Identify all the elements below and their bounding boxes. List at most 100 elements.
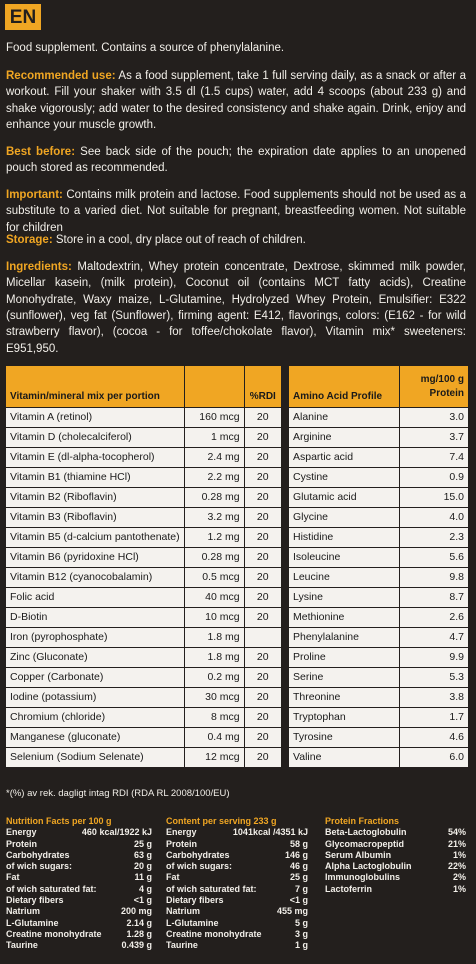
facts-value: 3 g: [294, 928, 308, 939]
amino-value-header: mg/100 g Protein: [399, 365, 469, 408]
vitamin-name: Selenium (Sodium Selenate): [5, 747, 185, 768]
amino-value: 8.7: [399, 587, 469, 608]
table-row: Arginine 3.7: [288, 427, 469, 448]
vitamin-table: Vitamin/mineral mix per portion %RDI Vit…: [5, 365, 283, 768]
facts-value: 1%: [452, 883, 466, 894]
facts-value: 21%: [447, 838, 466, 849]
rdi-header: %RDI: [243, 365, 283, 408]
amino-name: Aspartic acid: [288, 447, 400, 468]
amino-value: 4.0: [399, 507, 469, 528]
vitamin-rdi: 20: [243, 567, 283, 588]
section-label: Ingredients:: [6, 261, 72, 273]
amino-value: 15.0: [399, 487, 469, 508]
vitamin-name: D-Biotin: [5, 607, 185, 628]
facts-row: Taurine 0.439 g: [6, 940, 152, 951]
vitamin-amount: 0.5 mcg: [183, 567, 245, 588]
vitamin-rdi: 20: [243, 407, 283, 428]
facts-row: Serum Albumin 1%: [325, 850, 466, 861]
protein-fractions: Protein Fractions Beta-Lactoglobulin 54% G…: [325, 816, 466, 895]
facts-label: L-Glutamine: [166, 917, 219, 928]
facts-label: Serum Albumin: [325, 849, 392, 860]
facts-label: Protein: [166, 838, 198, 849]
vitamin-amount: 2.4 mg: [183, 447, 245, 468]
facts-row: Natrium 455 mg: [166, 906, 308, 917]
vitamin-rdi: 20: [243, 607, 283, 628]
amino-value: 6.0: [399, 747, 469, 768]
table-row: Chromium (chloride) 8 mcg 20: [5, 707, 283, 728]
best-before: Best before: See back side of the pouch;…: [6, 144, 466, 177]
vitamin-name: Vitamin B1 (thiamine HCl): [5, 467, 185, 488]
amino-name: Tryptophan: [288, 707, 400, 728]
amino-name: Glycine: [288, 507, 400, 528]
facts-label: Alpha Lactoglobulin: [325, 861, 412, 872]
vitamin-amount: 1.8 mg: [183, 647, 245, 668]
vitamin-amount: 30 mcg: [183, 687, 245, 708]
table-row: Vitamin B12 (cyanocobalamin) 0.5 mcg 20: [5, 567, 283, 588]
facts-row: of wich sugars: 46 g: [166, 861, 308, 872]
amino-value: 3.0: [399, 407, 469, 428]
facts-label: Fat: [6, 872, 20, 883]
facts-row: Lactoferrin 1%: [325, 884, 466, 895]
vitamin-name: Vitamin B12 (cyanocobalamin): [5, 567, 185, 588]
section-text: Contains milk protein and lactose. Food …: [6, 189, 466, 234]
storage: Storage: Store in a cool, dry place out …: [6, 232, 466, 248]
ingredients: Ingredients: Maltodextrin, Whey protein …: [6, 259, 466, 357]
facts-label: of wich saturated fat:: [6, 883, 97, 894]
vitamin-rdi: 20: [243, 487, 283, 508]
section-label: Storage:: [6, 234, 53, 246]
facts-row: Protein 25 g: [6, 839, 152, 850]
facts-row: Immunoglobulins 2%: [325, 872, 466, 883]
table-row: Proline 9.9: [288, 647, 469, 668]
vitamin-amount: 0.28 mg: [183, 547, 245, 568]
facts-value: 2.14 g: [126, 917, 152, 928]
facts-value: 22%: [447, 861, 466, 872]
facts-row: Carbohydrates 146 g: [166, 850, 308, 861]
table-row: Iodine (potassium) 30 mcg 20: [5, 687, 283, 708]
facts-value: 4 g: [138, 883, 152, 894]
facts-header: Protein Fractions: [325, 816, 400, 826]
amino-value: 4.7: [399, 627, 469, 648]
facts-label: Natrium: [166, 906, 201, 917]
facts-row: Taurine 1 g: [166, 940, 308, 951]
vitamin-amount: 10 mcg: [183, 607, 245, 628]
table-row: Vitamin B1 (thiamine HCl) 2.2 mg 20: [5, 467, 283, 488]
amino-value: 4.6: [399, 727, 469, 748]
amino-name: Valine: [288, 747, 400, 768]
facts-value: 58 g: [289, 838, 308, 849]
table-row: Vitamin A (retinol) 160 mcg 20: [5, 407, 283, 428]
table-row: Phenylalanine 4.7: [288, 627, 469, 648]
vitamin-name: Vitamin B6 (pyridoxine HCl): [5, 547, 185, 568]
vitamin-amount: 1.2 mg: [183, 527, 245, 548]
facts-row: of wich sugars: 20 g: [6, 861, 152, 872]
facts-label: Carbohydrates: [6, 849, 70, 860]
facts-row: L-Glutamine 2.14 g: [6, 918, 152, 929]
amino-name: Cystine: [288, 467, 400, 488]
facts-label: Energy: [6, 827, 37, 838]
table-row: D-Biotin 10 mcg 20: [5, 607, 283, 628]
vitamin-amount: 12 mcg: [183, 747, 245, 768]
amino-name: Proline: [288, 647, 400, 668]
vitamin-name: Vitamin B2 (Riboflavin): [5, 487, 185, 508]
vitamin-rdi: 20: [243, 687, 283, 708]
facts-label: Carbohydrates: [166, 849, 230, 860]
vitamin-name: Zinc (Gluconate): [5, 647, 185, 668]
vitamin-rdi: 20: [243, 667, 283, 688]
facts-value: 1041kcal /4351 kJ: [232, 827, 308, 838]
amino-name: Threonine: [288, 687, 400, 708]
facts-value: 63 g: [133, 849, 152, 860]
table-row: Alanine 3.0: [288, 407, 469, 428]
vitamin-amount: 0.4 mg: [183, 727, 245, 748]
section-text: Store in a cool, dry place out of reach …: [52, 234, 306, 246]
vitamin-name: Copper (Carbonate): [5, 667, 185, 688]
table-row: Tryptophan 1.7: [288, 707, 469, 728]
facts-value: 460 kcal/1922 kJ: [81, 827, 152, 838]
vitamin-name: Vitamin D (cholecalciferol): [5, 427, 185, 448]
amino-name: Tyrosine: [288, 727, 400, 748]
vitamin-name: Vitamin B5 (d-calcium pantothenate): [5, 527, 185, 548]
facts-row: Dietary fibers <1 g: [166, 895, 308, 906]
vitamin-amount: 3.2 mg: [183, 507, 245, 528]
vitamin-rdi: 20: [243, 527, 283, 548]
vitamin-rdi: [243, 627, 283, 648]
amino-value: 2.3: [399, 527, 469, 548]
